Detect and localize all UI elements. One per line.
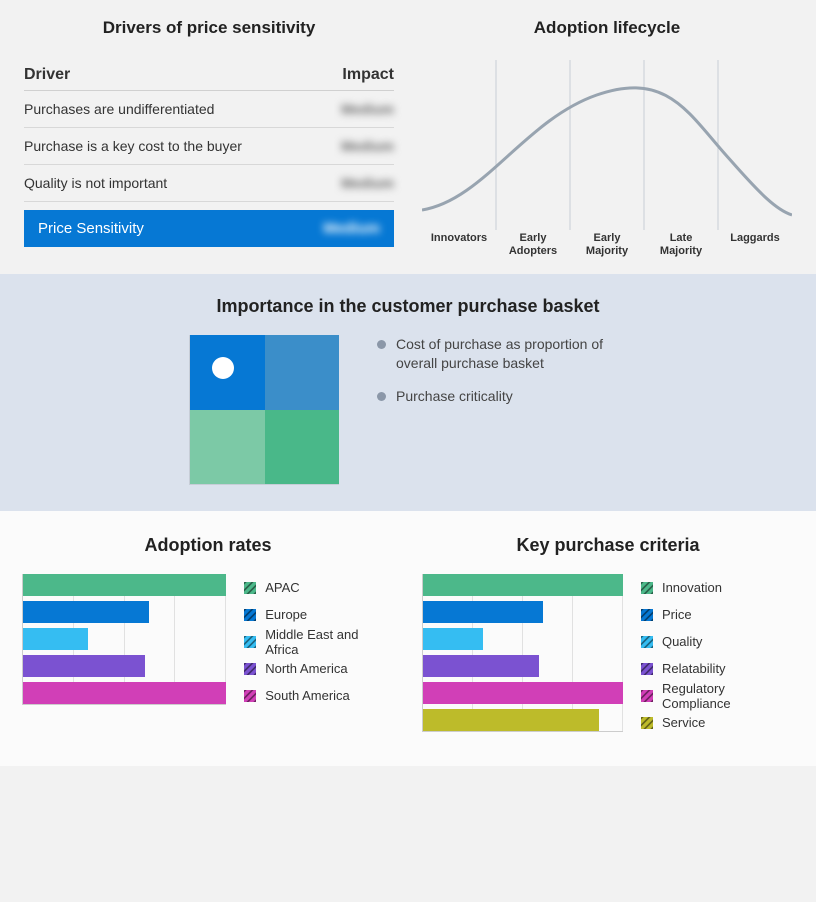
adoption-panel: Adoption rates APAC Europe Middle East and… — [22, 535, 394, 736]
drivers-title: Drivers of price sensitivity — [24, 18, 394, 38]
legend-label: Service — [662, 715, 705, 730]
basket-title: Importance in the customer purchase bask… — [0, 296, 816, 317]
drivers-col-driver: Driver — [24, 66, 70, 84]
basket-legend: Cost of purchase as proportion of overal… — [377, 335, 627, 420]
criteria-legend: Innovation Price Quality Relatability Regula… — [641, 574, 794, 736]
legend-label: Price — [662, 607, 692, 622]
lifecycle-label: EarlyMajority — [570, 232, 644, 258]
basket-section: Importance in the customer purchase bask… — [0, 274, 816, 511]
legend-label: South America — [265, 688, 350, 703]
legend-swatch — [641, 636, 653, 648]
bottom-section: Adoption rates APAC Europe Middle East and… — [0, 511, 816, 766]
drivers-panel: Drivers of price sensitivity Driver Impa… — [24, 18, 394, 260]
lifecycle-curve — [422, 60, 792, 230]
legend-item: Innovation — [641, 574, 794, 601]
drivers-row-label: Quality is not important — [24, 175, 167, 191]
top-section: Drivers of price sensitivity Driver Impa… — [0, 0, 816, 274]
legend-label: North America — [265, 661, 347, 676]
drivers-row-impact: Medium — [341, 138, 394, 154]
bar — [423, 682, 623, 704]
quad-bl — [190, 410, 265, 485]
legend-label: Europe — [265, 607, 307, 622]
legend-label: Relatability — [662, 661, 726, 676]
quad-tr — [265, 335, 340, 410]
drivers-row-impact: Medium — [341, 175, 394, 191]
drivers-footer: Price Sensitivity Medium — [24, 210, 394, 247]
bar — [423, 655, 539, 677]
bar — [23, 628, 88, 650]
criteria-panel: Key purchase criteria Innovation Price Qua… — [422, 535, 794, 736]
legend-item: Service — [641, 709, 794, 736]
legend-swatch — [244, 609, 256, 621]
legend-swatch — [244, 690, 256, 702]
legend-label: Innovation — [662, 580, 722, 595]
bar — [423, 628, 483, 650]
legend-item: Relatability — [641, 655, 794, 682]
lifecycle-panel: Adoption lifecycle InnovatorsEarlyAdopte… — [422, 18, 792, 260]
adoption-bars — [22, 574, 226, 705]
basket-quadrant — [189, 335, 339, 485]
legend-item: Middle East and Africa — [244, 628, 394, 655]
drivers-col-impact: Impact — [342, 66, 394, 84]
lifecycle-label: EarlyAdopters — [496, 232, 570, 258]
lifecycle-label: Laggards — [718, 232, 792, 258]
legend-swatch — [244, 636, 256, 648]
legend-swatch — [244, 663, 256, 675]
legend-item: Quality — [641, 628, 794, 655]
adoption-legend: APAC Europe Middle East and Africa North Am… — [244, 574, 394, 709]
legend-label: Quality — [662, 634, 702, 649]
drivers-row-label: Purchase is a key cost to the buyer — [24, 138, 242, 154]
criteria-bars — [422, 574, 623, 732]
legend-item: South America — [244, 682, 394, 709]
lifecycle-title: Adoption lifecycle — [422, 18, 792, 38]
legend-swatch — [641, 582, 653, 594]
drivers-row: Purchases are undifferentiated Medium — [24, 91, 394, 128]
drivers-table: Driver Impact Purchases are undifferenti… — [24, 60, 394, 247]
bar — [23, 655, 145, 677]
legend-label: Regulatory Compliance — [662, 681, 794, 711]
bar — [423, 601, 543, 623]
legend-item: Regulatory Compliance — [641, 682, 794, 709]
bar — [423, 574, 623, 596]
lifecycle-labels: InnovatorsEarlyAdoptersEarlyMajorityLate… — [422, 232, 792, 258]
bar — [423, 709, 599, 731]
drivers-footer-impact: Medium — [323, 220, 380, 237]
legend-item: North America — [244, 655, 394, 682]
legend-swatch — [641, 690, 653, 702]
drivers-row: Quality is not important Medium — [24, 165, 394, 202]
legend-item: Europe — [244, 601, 394, 628]
drivers-header: Driver Impact — [24, 60, 394, 91]
lifecycle-chart: InnovatorsEarlyAdoptersEarlyMajorityLate… — [422, 60, 792, 260]
adoption-title: Adoption rates — [22, 535, 394, 556]
bar — [23, 682, 226, 704]
legend-label: APAC — [265, 580, 299, 595]
drivers-row-impact: Medium — [341, 101, 394, 117]
legend-swatch — [641, 609, 653, 621]
legend-label: Middle East and Africa — [265, 627, 394, 657]
legend-swatch — [641, 717, 653, 729]
legend-swatch — [641, 663, 653, 675]
lifecycle-label: Innovators — [422, 232, 496, 258]
bar — [23, 601, 149, 623]
quad-br — [265, 410, 340, 485]
legend-swatch — [244, 582, 256, 594]
bar — [23, 574, 226, 596]
drivers-row: Purchase is a key cost to the buyer Mediu… — [24, 128, 394, 165]
basket-marker-dot — [212, 357, 234, 379]
lifecycle-label: LateMajority — [644, 232, 718, 258]
drivers-footer-label: Price Sensitivity — [38, 220, 144, 237]
criteria-title: Key purchase criteria — [422, 535, 794, 556]
basket-legend-item: Cost of purchase as proportion of overal… — [377, 335, 627, 373]
legend-item: Price — [641, 601, 794, 628]
legend-item: APAC — [244, 574, 394, 601]
basket-legend-item: Purchase criticality — [377, 387, 627, 406]
drivers-row-label: Purchases are undifferentiated — [24, 101, 214, 117]
